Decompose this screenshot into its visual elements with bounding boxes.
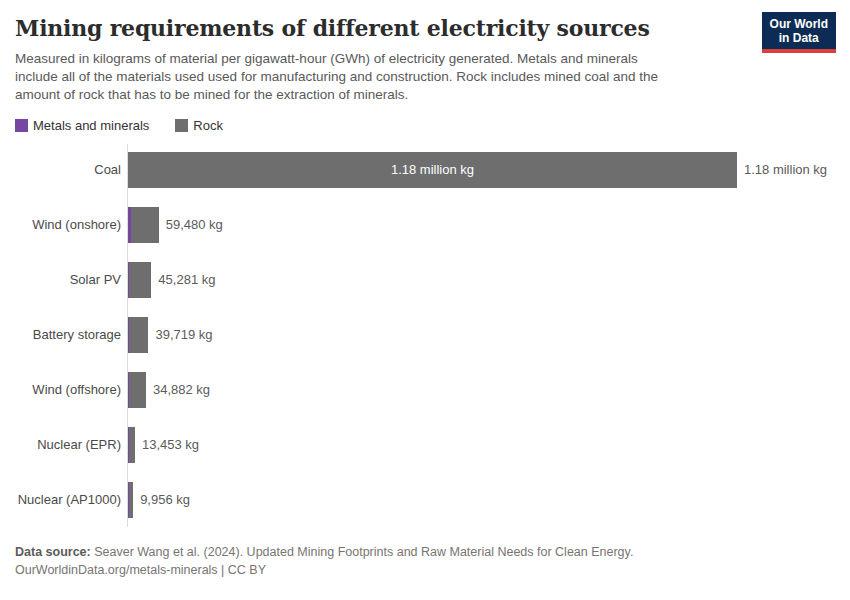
bar-track: 59,480 kg: [128, 207, 850, 243]
category-label: Solar PV: [0, 272, 121, 287]
legend-item-metals[interactable]: Metals and minerals: [15, 118, 149, 133]
bar-stack[interactable]: 1.18 million kg: [128, 152, 737, 188]
bar-value-label: 1.18 million kg: [744, 162, 827, 177]
category-label: Battery storage: [0, 327, 121, 342]
bar-value-label: 9,956 kg: [140, 492, 190, 507]
metals-swatch-icon: [15, 119, 28, 132]
category-label: Nuclear (EPR): [0, 437, 121, 452]
data-source-text: Seaver Wang et al. (2024). Updated Minin…: [91, 545, 634, 559]
bar-stack[interactable]: [128, 317, 148, 353]
license-line[interactable]: OurWorldinData.org/metals-minerals | CC …: [15, 561, 835, 579]
bar-track: 9,956 kg: [128, 482, 850, 518]
chart-legend: Metals and minerals Rock: [15, 118, 835, 133]
bar-stack[interactable]: [128, 207, 159, 243]
bar-track: 39,719 kg: [128, 317, 850, 353]
subtitle-line-2: include all of the materials used used f…: [15, 68, 835, 86]
bar-track: 34,882 kg: [128, 372, 850, 408]
data-source-label: Data source:: [15, 545, 91, 559]
bar-rock-segment[interactable]: [129, 482, 133, 518]
owid-logo[interactable]: Our World in Data: [762, 12, 836, 53]
bar-stack[interactable]: [128, 262, 151, 298]
data-source-line: Data source: Seaver Wang et al. (2024). …: [15, 543, 835, 561]
bar-rock-segment[interactable]: [129, 317, 148, 353]
bar-stack[interactable]: [128, 427, 135, 463]
chart-container: Mining requirements of different electri…: [0, 0, 850, 600]
bar-value-label: 59,480 kg: [166, 217, 223, 232]
rock-swatch-icon: [175, 119, 188, 132]
category-label: Nuclear (AP1000): [0, 492, 121, 507]
chart-subtitle: Measured in kilograms of material per gi…: [15, 50, 835, 104]
bar-value-label: 45,281 kg: [158, 272, 215, 287]
bar-rock-segment[interactable]: [129, 427, 135, 463]
chart-footer: Data source: Seaver Wang et al. (2024). …: [0, 543, 850, 579]
bar-value-label: 34,882 kg: [153, 382, 210, 397]
bar-track: 1.18 million kg 1.18 million kg: [128, 152, 850, 188]
owid-logo-line1: Our World: [770, 17, 828, 31]
bar-stack[interactable]: [128, 372, 146, 408]
chart-header: Mining requirements of different electri…: [0, 0, 850, 133]
legend-label-rock: Rock: [193, 118, 223, 133]
subtitle-line-3: amount of rock that has to be mined for …: [15, 86, 835, 104]
bar-value-label: 39,719 kg: [155, 327, 212, 342]
legend-item-rock[interactable]: Rock: [175, 118, 223, 133]
bar-track: 13,453 kg: [128, 427, 850, 463]
chart-title: Mining requirements of different electri…: [15, 14, 835, 42]
category-label: Coal: [0, 162, 121, 177]
bar-stack[interactable]: [128, 482, 133, 518]
category-label: Wind (onshore): [0, 217, 121, 232]
bar-value-label: 13,453 kg: [142, 437, 199, 452]
category-label: Wind (offshore): [0, 382, 121, 397]
bar-inner-label: 1.18 million kg: [128, 152, 737, 188]
legend-label-metals: Metals and minerals: [33, 118, 149, 133]
bar-chart-plot: Coal 1.18 million kg 1.18 million kg Wind (…: [0, 142, 850, 527]
bar-rock-segment[interactable]: [129, 262, 151, 298]
subtitle-line-1: Measured in kilograms of material per gi…: [15, 50, 835, 68]
bar-rock-segment[interactable]: [129, 372, 146, 408]
owid-logo-line2: in Data: [770, 31, 828, 45]
bar-track: 45,281 kg: [128, 262, 850, 298]
bar-rock-segment[interactable]: [131, 207, 159, 243]
